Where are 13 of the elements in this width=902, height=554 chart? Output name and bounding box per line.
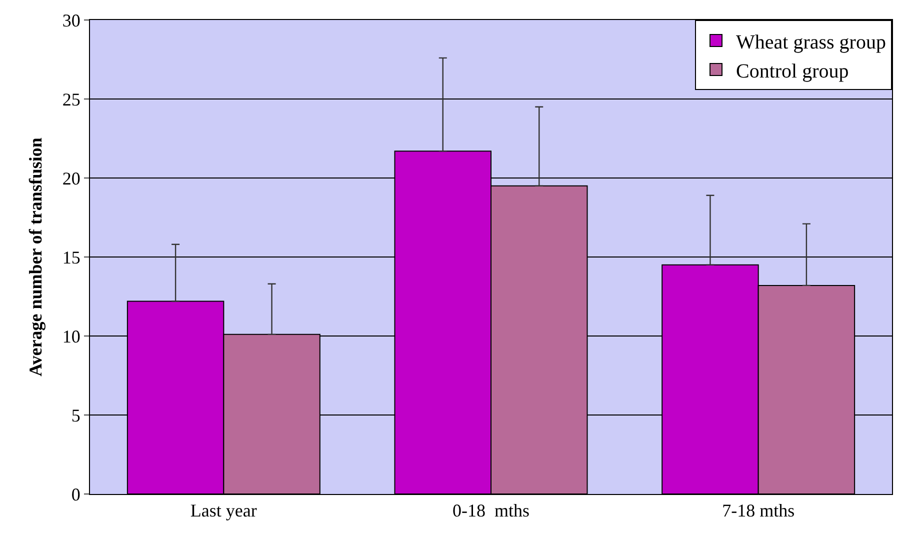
- y-tick-label: 30: [62, 10, 80, 30]
- legend-label: Control group: [736, 60, 849, 82]
- y-tick-label: 25: [62, 89, 80, 110]
- y-tick-label: 15: [62, 247, 80, 268]
- x-tick-label: 0-18 mths: [452, 500, 530, 521]
- y-tick-label: 10: [62, 326, 80, 346]
- y-tick-label: 20: [62, 168, 80, 188]
- legend-label: Wheat grass group: [736, 31, 886, 54]
- x-tick-label: Last year: [190, 500, 257, 521]
- y-tick-label: 5: [71, 405, 80, 426]
- y-axis-title: Average number of transfusion: [26, 138, 46, 376]
- y-tick-label: 0: [71, 484, 80, 504]
- x-tick-label: 7-18 mths: [722, 500, 795, 521]
